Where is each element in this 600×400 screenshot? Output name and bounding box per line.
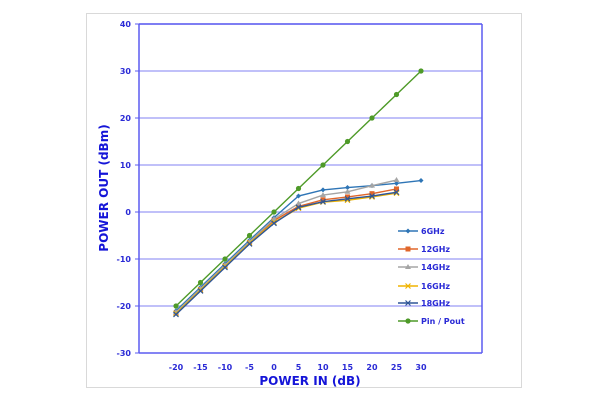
legend-item: Pin / Pout [398, 317, 465, 326]
legend-label: 6GHz [421, 227, 445, 236]
x-tick-label: 10 [317, 363, 329, 372]
series-18ghz [173, 189, 400, 318]
legend-label: Pin / Pout [421, 317, 465, 326]
x-tick-label: -20 [169, 363, 184, 372]
y-tick-label: -30 [117, 349, 132, 358]
legend-item: 16GHz [398, 282, 450, 291]
legend: 6GHz 12GHz 14GHz 16GHz 18GHz Pin / Pout [398, 227, 465, 326]
series-12ghz [173, 186, 399, 316]
x-axis-ticks: -20 -15 -10 -5 0 5 10 15 20 25 30 [169, 363, 427, 372]
y-tick-label: 30 [120, 67, 132, 76]
y-tick-label: -20 [117, 302, 132, 311]
x-tick-label: -10 [218, 363, 233, 372]
x-tick-label: 15 [342, 363, 354, 372]
x-tick-label: -5 [245, 363, 254, 372]
series-pin-pout [173, 68, 424, 309]
y-tick-label: -10 [117, 255, 132, 264]
chart-frame [86, 13, 522, 388]
x-tick-label: 30 [415, 363, 427, 372]
x-tick-label: 25 [391, 363, 403, 372]
x-tick-label: -15 [193, 363, 208, 372]
x-tick-label: 20 [366, 363, 378, 372]
legend-label: 18GHz [421, 299, 450, 308]
y-axis-title: POWER OUT (dBm) [97, 124, 111, 251]
legend-label: 14GHz [421, 263, 450, 272]
y-tick-label: 20 [120, 114, 132, 123]
legend-label: 12GHz [421, 245, 450, 254]
x-axis-title: POWER IN (dB) [259, 374, 360, 388]
legend-item: 18GHz [398, 299, 450, 308]
x-tick-label: 5 [296, 363, 302, 372]
y-axis-ticks: 40 30 20 10 0 -10 -20 -30 [117, 20, 139, 358]
data-series [173, 68, 424, 318]
axes [138, 23, 483, 354]
legend-label: 16GHz [421, 282, 450, 291]
x-tick-label: 0 [271, 363, 277, 372]
series-6ghz [173, 178, 424, 314]
legend-item: 6GHz [398, 227, 445, 236]
y-tick-label: 10 [120, 161, 132, 170]
legend-item: 14GHz [398, 263, 450, 272]
y-tick-label: 40 [120, 20, 132, 29]
series-16ghz [173, 190, 400, 317]
y-tick-label: 0 [125, 208, 131, 217]
legend-item: 12GHz [398, 245, 450, 254]
